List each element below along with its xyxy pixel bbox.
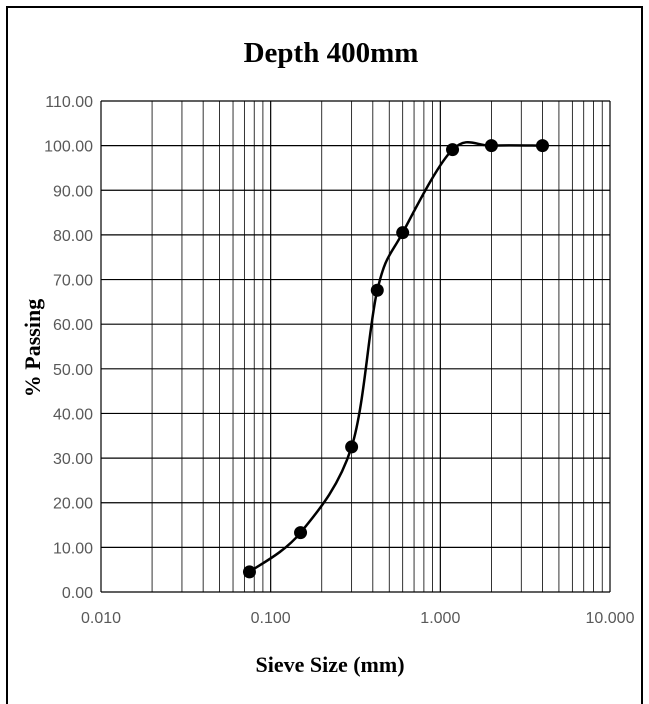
data-point xyxy=(535,139,549,153)
data-point xyxy=(370,283,384,297)
data-point xyxy=(242,565,256,579)
y-tick-label: 10.00 xyxy=(53,540,93,557)
y-tick-label: 30.00 xyxy=(53,451,93,468)
x-tick-labels: 0.010 0.100 1.000 10.000 xyxy=(81,610,635,627)
x-tick-label: 0.010 xyxy=(81,610,121,627)
data-points xyxy=(242,139,549,579)
y-tick-label: 60.00 xyxy=(53,317,93,334)
x-tick-label: 0.100 xyxy=(251,610,291,627)
data-point xyxy=(484,139,498,153)
y-tick-label: 80.00 xyxy=(53,228,93,245)
data-point xyxy=(446,143,460,157)
y-tick-label: 20.00 xyxy=(53,496,93,513)
x-axis-title: Sieve Size (mm) xyxy=(255,652,404,677)
data-point xyxy=(345,440,359,454)
chart-frame xyxy=(6,6,643,704)
y-tick-label: 40.00 xyxy=(53,406,93,423)
y-tick-label: 110.00 xyxy=(45,94,93,111)
y-axis-title: % Passing xyxy=(20,299,45,397)
y-tick-label: 100.00 xyxy=(44,139,93,156)
y-tick-label: 70.00 xyxy=(53,273,93,290)
data-point xyxy=(396,226,410,240)
y-tick-label: 50.00 xyxy=(53,362,93,379)
series-line xyxy=(248,140,543,573)
y-tick-label: 90.00 xyxy=(53,183,93,200)
chart-title: Depth 400mm xyxy=(244,37,419,69)
x-tick-label: 1.000 xyxy=(420,610,460,627)
x-tick-label: 10.000 xyxy=(586,610,635,627)
grid xyxy=(100,100,611,593)
y-tick-label: 0.00 xyxy=(62,585,93,602)
y-tick-labels: 0.00 10.00 20.00 30.00 40.00 50.00 60.00 70.00 8… xyxy=(44,94,93,602)
data-point xyxy=(294,526,308,540)
